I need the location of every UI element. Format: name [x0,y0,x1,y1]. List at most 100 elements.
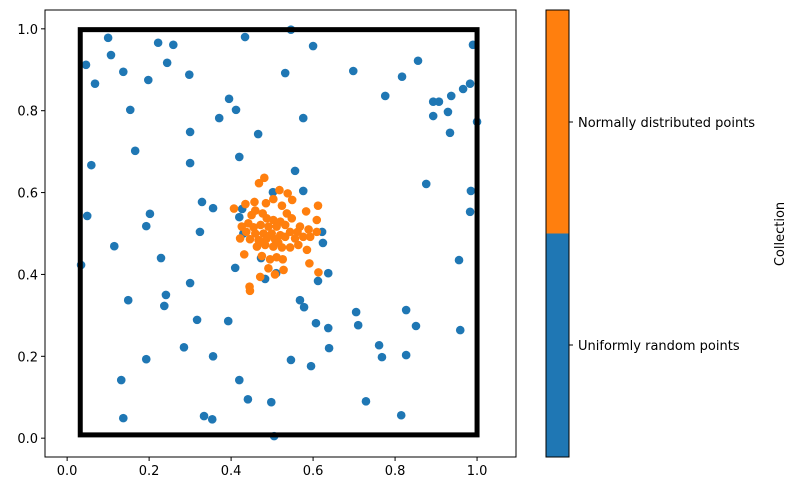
y-tick-label: 0.8 [17,105,38,120]
data-point [208,203,218,213]
data-point [235,234,245,243]
x-tick-label: 0.2 [139,464,160,479]
data-point [87,160,96,170]
data-point [348,66,358,76]
data-point [156,253,166,263]
data-point [185,278,195,288]
data-point [153,38,163,48]
data-point [312,215,322,225]
data-point [273,238,283,247]
data-point [401,305,411,315]
data-point [458,84,468,94]
data-point [141,354,151,364]
x-tick-label: 0.0 [57,464,78,479]
data-point [199,411,209,421]
data-point [249,223,258,232]
data-point [159,301,169,311]
colorbar-tick-uniform: Uniformly random points [578,339,740,354]
data-point [304,225,313,234]
data-point [313,201,323,210]
data-point [401,350,411,360]
data-point [116,375,126,385]
data-point [421,179,431,189]
data-point [313,276,323,286]
data-point [353,320,363,330]
data-point [118,67,128,77]
data-point [361,397,371,406]
data-point [287,214,297,223]
data-point [256,220,265,230]
data-point [241,227,251,237]
data-point [324,343,334,353]
x-tick-label: 0.8 [385,464,406,479]
data-point [197,197,207,207]
data-point [351,307,361,317]
data-point [262,214,272,223]
colorbar-segment-uniform [546,233,569,457]
data-point [286,355,296,365]
bounding-rectangle [77,27,480,438]
data-point [311,318,321,328]
y-tick-label: 1.0 [17,23,38,38]
data-point [272,222,281,231]
data-point [207,415,217,424]
x-tick-label: 0.6 [303,464,324,479]
data-point [141,221,151,231]
data-point [275,185,284,195]
data-point [268,187,278,197]
data-point [192,315,202,325]
data-point [298,232,308,242]
data-point [305,232,315,242]
data-point [298,186,308,196]
data-point [285,243,295,252]
data-point [283,189,292,198]
data-point [446,91,456,101]
data-point [161,290,171,300]
data-point [185,127,195,137]
colorbar: Normally distributed points Uniformly ra… [545,9,788,458]
series-normal [229,173,323,296]
data-point [230,263,240,273]
data-point [185,158,195,168]
data-point [223,316,233,326]
data-point [396,410,406,420]
data-point [306,361,316,371]
data-point [397,72,407,82]
data-point [250,197,259,207]
data-point [279,265,288,275]
data-point [301,207,311,216]
data-point [123,295,133,305]
data-point [208,352,218,361]
data-point [465,79,475,88]
data-point [290,166,300,176]
data-point [454,255,464,265]
data-point [302,245,312,255]
x-tick-label: 0.4 [221,464,242,479]
data-point [269,215,278,225]
colorbar-segment-normal [546,10,569,234]
x-axis: 0.0 0.2 0.4 0.6 0.8 1.0 [57,457,487,479]
data-point [261,198,271,208]
data-point [239,250,249,259]
y-tick-label: 0.0 [17,432,38,447]
series-uniform [76,25,482,441]
data-point [229,204,239,213]
colorbar-frame [545,9,570,458]
points-layer [76,25,482,441]
data-point [308,41,318,51]
data-point [293,227,302,237]
data-point [465,207,475,217]
colorbar-label: Collection [773,202,788,266]
y-tick-label: 0.2 [17,350,38,365]
data-point [235,212,244,222]
data-point [264,222,273,231]
data-point [299,302,309,312]
data-point [245,234,255,244]
data-point [243,394,253,404]
data-point [90,79,100,88]
data-point [195,227,205,237]
data-point [280,232,290,242]
data-point [224,94,234,104]
data-point [235,375,244,385]
